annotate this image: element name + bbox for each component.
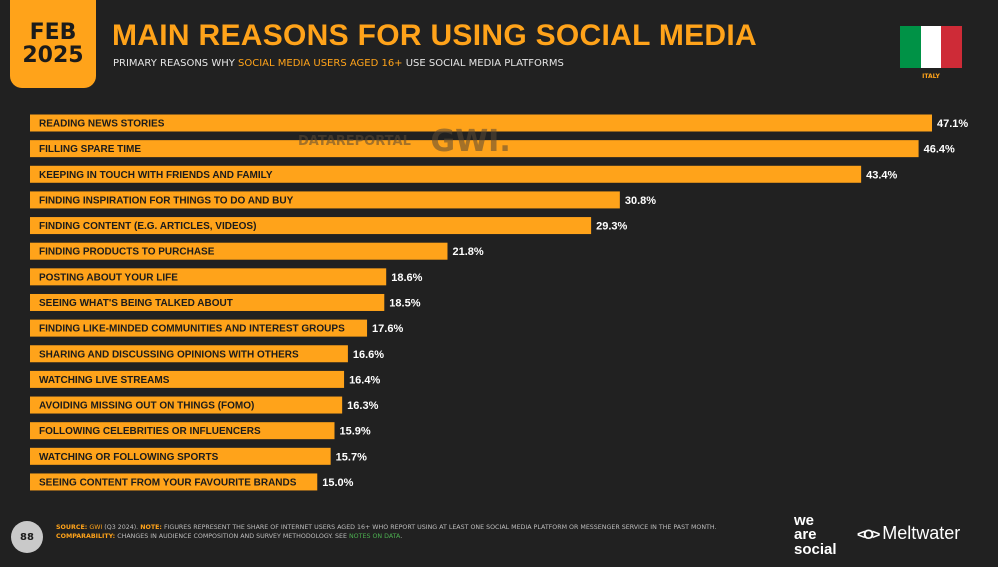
- bar: [30, 191, 620, 209]
- country-label: ITALY: [922, 73, 940, 80]
- bar-category-label: FILLING SPARE TIME: [39, 144, 141, 155]
- footnote: SOURCE: GWI (Q3 2024). NOTE: FIGURES REP…: [56, 523, 776, 542]
- bar-category-label: READING NEWS STORIES: [39, 119, 165, 130]
- bar-value-label: 21.8%: [452, 246, 483, 258]
- bar: [30, 242, 448, 260]
- bar-category-label: FINDING LIKE-MINDED COMMUNITIES AND INTE…: [39, 324, 345, 335]
- flag-stripe-red: [941, 26, 963, 68]
- meltwater-wordmark: Meltwater: [882, 523, 961, 543]
- chart-title: MAIN REASONS FOR USING SOCIAL MEDIA: [112, 19, 757, 52]
- bar-value-label: 16.3%: [347, 400, 378, 412]
- meltwater-icon: <O>: [857, 525, 880, 542]
- bar: [30, 345, 348, 363]
- bar-value-label: 15.9%: [339, 426, 370, 438]
- comparability-end: .: [400, 533, 403, 541]
- page-number: 88: [11, 521, 43, 553]
- bar-value-label: 16.4%: [349, 374, 380, 386]
- meltwater-logo: <O> Meltwater: [857, 523, 960, 544]
- flag-stripe-white: [920, 26, 942, 68]
- logo-line-social: social: [794, 540, 837, 558]
- italy-flag-icon: [900, 26, 963, 68]
- logo-line-we: we: [794, 512, 815, 529]
- logo-line-are: are: [794, 526, 817, 544]
- bar-value-label: 17.6%: [372, 323, 403, 335]
- bar-value-label: 15.0%: [322, 477, 353, 489]
- flag-stripe-green: [900, 26, 921, 68]
- bar: [30, 447, 331, 465]
- date-year: 2025: [22, 43, 84, 68]
- footnote-line-1: SOURCE: GWI (Q3 2024). NOTE: FIGURES REP…: [56, 523, 776, 532]
- source-key: SOURCE:: [56, 524, 88, 531]
- bar-category-label: POSTING ABOUT YOUR LIFE: [39, 272, 178, 283]
- bar-category-label: WATCHING LIVE STREAMS: [39, 375, 170, 386]
- bar-category-label: FINDING INSPIRATION FOR THINGS TO DO AND…: [39, 195, 294, 206]
- subtitle-highlight: SOCIAL MEDIA USERS AGED 16+: [238, 58, 403, 69]
- date-month: FEB: [29, 19, 77, 45]
- bar-value-label: 18.5%: [389, 297, 420, 309]
- bar-category-label: KEEPING IN TOUCH WITH FRIENDS AND FAMILY: [39, 170, 273, 181]
- bar-value-label: 18.6%: [391, 272, 422, 284]
- we-are-social-logo: we are social: [794, 512, 837, 558]
- bar: [30, 396, 343, 414]
- bar-category-label: SEEING CONTENT FROM YOUR FAVOURITE BRAND…: [39, 477, 297, 488]
- bar-category-label: WATCHING OR FOLLOWING SPORTS: [39, 452, 219, 463]
- note-text: FIGURES REPRESENT THE SHARE OF INTERNET …: [161, 524, 717, 531]
- source-detail: (Q3 2024).: [102, 524, 141, 531]
- watermark-gwi: GWI.: [430, 124, 511, 159]
- bar: [30, 319, 368, 337]
- bar-value-label: 46.4%: [924, 144, 955, 156]
- note-key: NOTE:: [140, 524, 162, 531]
- bar: [30, 422, 335, 440]
- source-link[interactable]: GWI: [89, 524, 103, 531]
- bar-value-label: 29.3%: [596, 221, 627, 233]
- bar-category-label: SEEING WHAT'S BEING TALKED ABOUT: [39, 298, 233, 309]
- bar: [30, 370, 345, 388]
- comparability-key: COMPARABILITY:: [56, 533, 116, 541]
- bar: [30, 473, 318, 491]
- watermark-datareportal: DATAREPORTAL: [298, 134, 411, 149]
- chart-subtitle: PRIMARY REASONS WHY SOCIAL MEDIA USERS A…: [113, 58, 564, 69]
- date-badge: FEB 2025: [10, 0, 96, 88]
- bar-value-label: 30.8%: [625, 195, 656, 207]
- bar: [30, 165, 862, 183]
- bar: [30, 140, 919, 158]
- notes-on-data-link[interactable]: NOTES ON DATA: [348, 533, 401, 541]
- comparability-text: CHANGES IN AUDIENCE COMPOSITION AND SURV…: [115, 533, 349, 541]
- bar-category-label: FOLLOWING CELEBRITIES OR INFLUENCERS: [39, 426, 261, 437]
- subtitle-post: USE SOCIAL MEDIA PLATFORMS: [402, 58, 564, 69]
- bar-value-label: 16.6%: [353, 349, 384, 361]
- bar: [30, 293, 385, 311]
- bar-category-label: FINDING PRODUCTS TO PURCHASE: [39, 247, 215, 258]
- bar-value-label: 43.4%: [866, 169, 897, 181]
- bar-value-label: 47.1%: [937, 118, 968, 130]
- bar: [30, 268, 387, 286]
- footnote-line-2: COMPARABILITY: CHANGES IN AUDIENCE COMPO…: [56, 532, 776, 541]
- bar-category-label: AVOIDING MISSING OUT ON THINGS (FOMO): [39, 401, 254, 412]
- bar-value-label: 15.7%: [336, 451, 367, 463]
- bar: [30, 114, 932, 132]
- bar: [30, 217, 592, 235]
- bar-category-label: SHARING AND DISCUSSING OPINIONS WITH OTH…: [39, 349, 299, 360]
- subtitle-pre: PRIMARY REASONS WHY: [113, 58, 239, 69]
- bar-category-label: FINDING CONTENT (E.G. ARTICLES, VIDEOS): [39, 221, 256, 232]
- watermark: DATAREPORTAL GWI.: [298, 124, 511, 159]
